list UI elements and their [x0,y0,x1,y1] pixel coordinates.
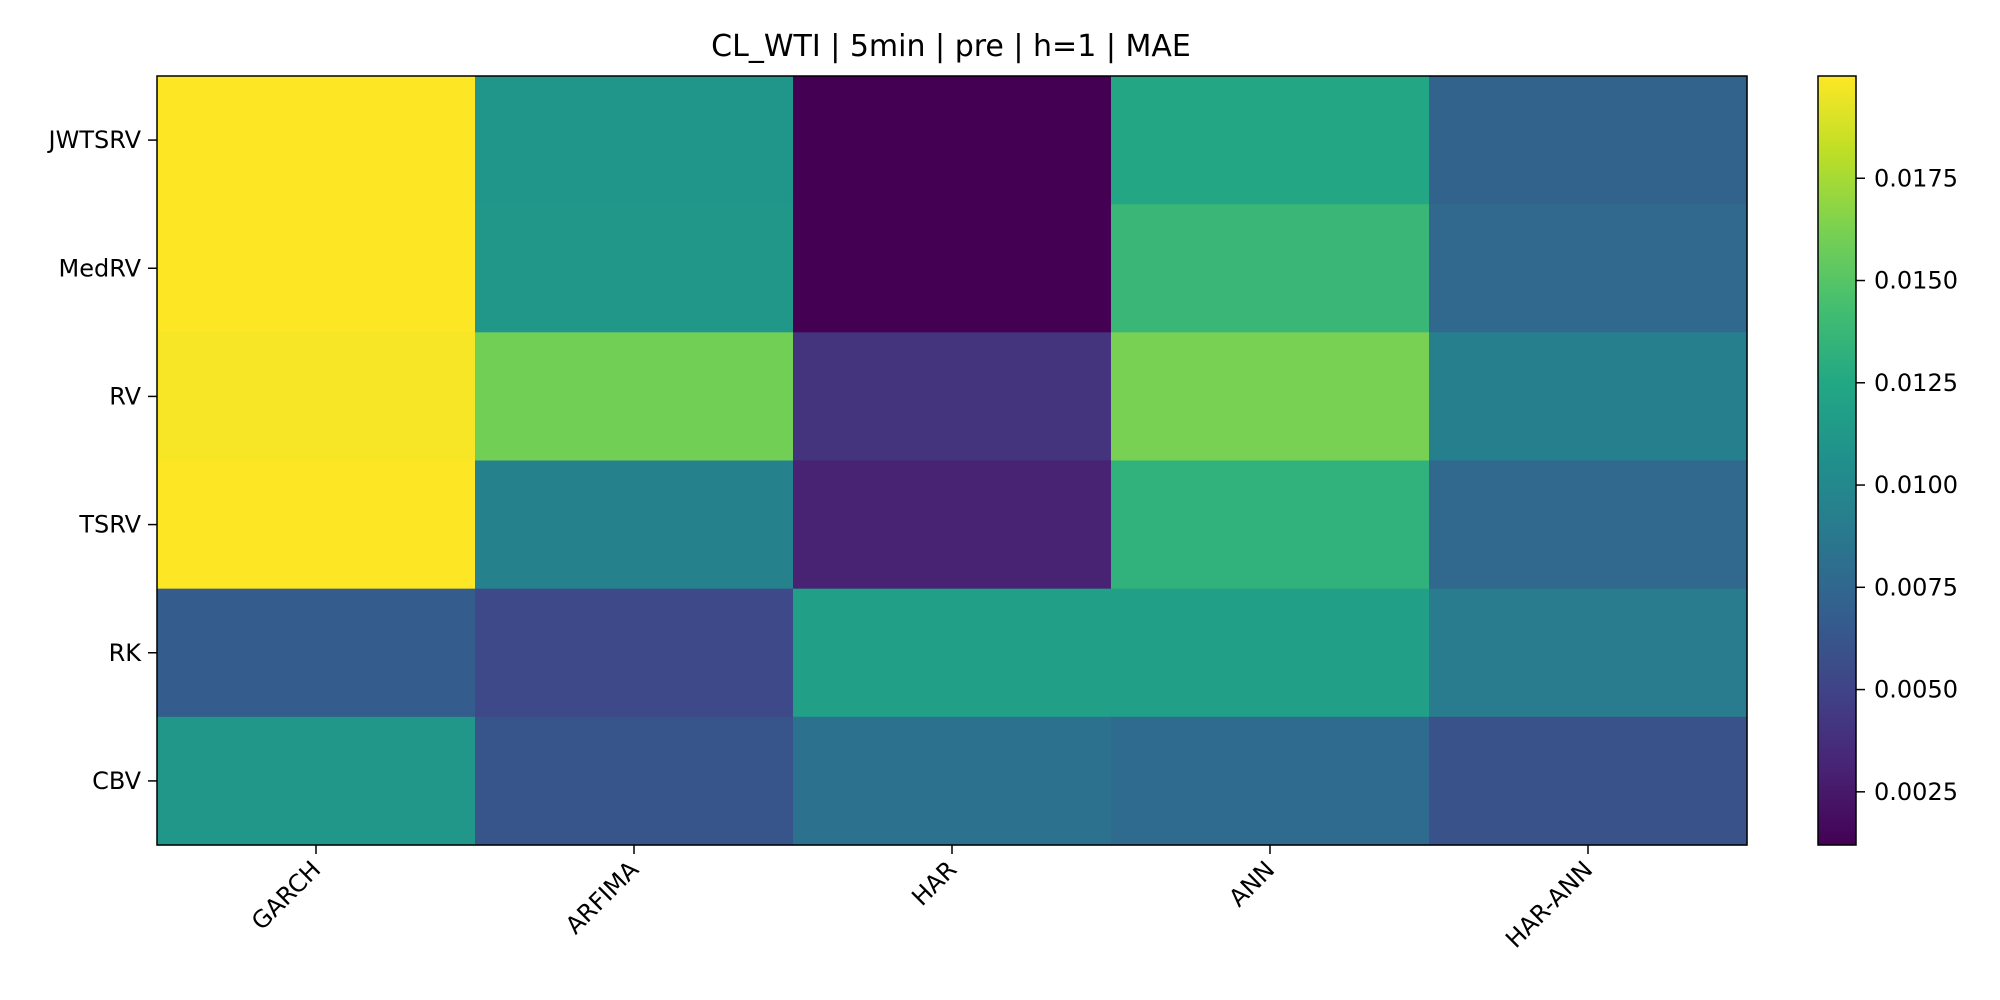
heatmap-cell [157,588,476,718]
heatmap-cell [1111,588,1430,718]
y-tick-label: RV [109,382,141,410]
heatmap-cell [1111,460,1430,590]
heatmap-cells [157,76,1748,846]
heatmap-cell [793,460,1112,590]
heatmap-cell [1111,204,1430,333]
heatmap-cell [475,588,794,718]
colorbar-gradient [1817,75,1857,846]
heatmap-cell [157,76,476,205]
heatmap-cell [475,332,794,462]
heatmap-cell [1429,460,1748,590]
colorbar-tick-label: 0.0075 [1874,573,1958,601]
colorbar-tick-label: 0.0050 [1874,676,1958,704]
heatmap-cell [793,588,1112,718]
colorbar-tick-label: 0.0125 [1874,369,1958,397]
heatmap-cell [1429,332,1748,462]
y-axis: JWTSRV MedRV RV TSRV RK CBV [47,126,157,795]
x-tick-label: ARFIMA [560,855,645,940]
colorbar-tick-label: 0.0150 [1874,267,1958,295]
colorbar-tick-label: 0.0025 [1874,778,1958,806]
heatmap-cell [1111,76,1430,205]
chart-title: CL_WTI | 5min | pre | h=1 | MAE [711,29,1191,64]
heatmap-cell [157,716,476,846]
heatmap-cell [1429,716,1748,846]
x-axis: GARCH ARFIMA HAR ANN HAR-ANN [246,845,1598,953]
heatmap-cell [793,716,1112,846]
heatmap-cell [1429,76,1748,205]
x-tick-label: GARCH [246,855,326,935]
heatmap-cell [793,332,1112,462]
y-tick-label: JWTSRV [47,126,142,154]
heatmap-cell [1429,204,1748,333]
heatmap-cell [157,204,476,333]
heatmap-cell [157,332,476,462]
heatmap-cell [475,76,794,205]
colorbar-tick-label: 0.0100 [1874,471,1958,499]
y-tick-label: MedRV [59,254,142,282]
heatmap-cell [475,204,794,333]
heatmap-cell [1111,332,1430,462]
heatmap-cell [1429,588,1748,718]
heatmap-cell [793,76,1112,205]
colorbar-tick-label: 0.0175 [1874,164,1958,192]
heatmap-cell [1111,716,1430,846]
y-tick-label: RK [109,639,143,667]
heatmap-cell [793,204,1112,333]
y-tick-label: TSRV [78,511,141,539]
x-tick-label: HAR-ANN [1500,855,1598,953]
x-tick-label: HAR [906,855,962,911]
heatmap-cell [475,460,794,590]
heatmap-cell [475,716,794,846]
heatmap-cell [157,460,476,590]
y-tick-label: CBV [92,767,141,795]
colorbar: 0.0025 0.0050 0.0075 0.0100 0.0125 0.0150 0.01… [1817,75,1958,846]
x-tick-label: ANN [1223,855,1280,912]
